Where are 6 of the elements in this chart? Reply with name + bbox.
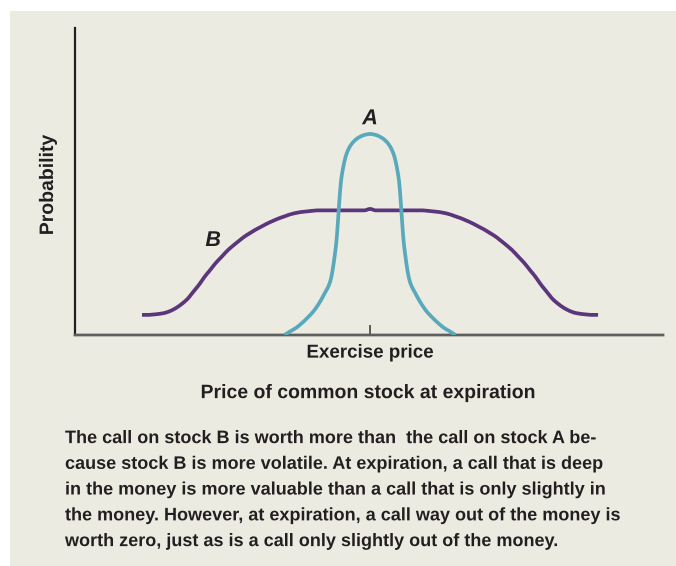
x-axis-title: Price of common stock at expiration [202, 384, 534, 402]
text: Exercise price [308, 344, 433, 362]
text: The call on stock B is worth more than the call on stock A be- cause stock B is more volatile. At expiration, a call that is deep in the money is more valuable than a call that is only slightly in the money. However, at expiration, a call way out of the money is worth zero, just as is a call only slightly out of the money. [64, 430, 620, 550]
series-label: A [362, 109, 376, 124]
series-label: B [206, 231, 220, 246]
y-axis-title: Probability [38, 134, 57, 234]
